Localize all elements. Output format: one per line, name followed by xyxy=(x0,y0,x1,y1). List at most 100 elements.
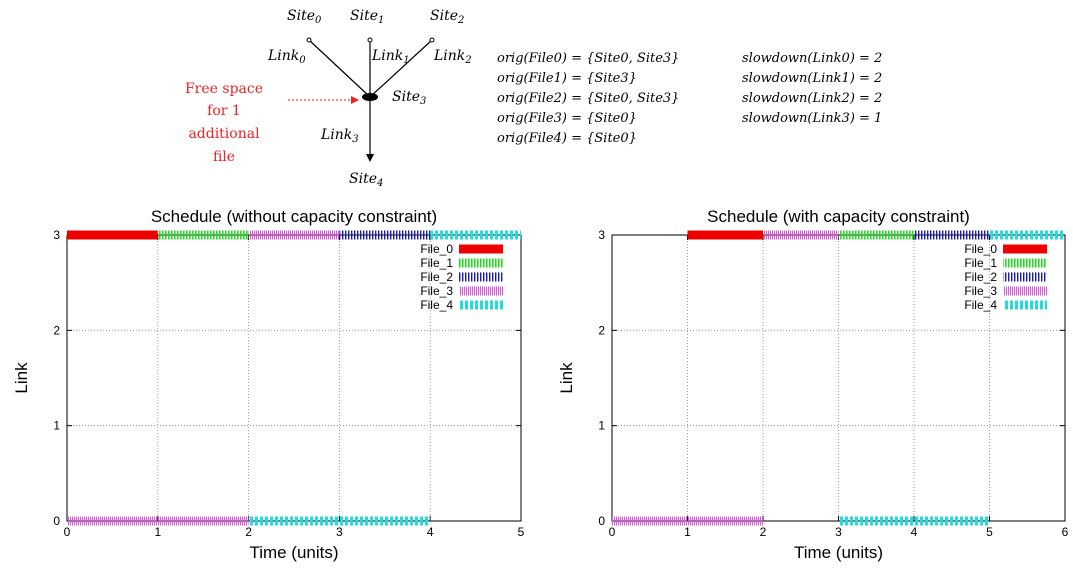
schedule-bar-file-4 xyxy=(430,230,521,240)
chart-without-capacity: 0 1 2 3 4 5 0 1 2 3 File_0File_1File_2File_3File_4… xyxy=(12,207,525,562)
x-tick-label: 4 xyxy=(427,525,434,539)
x-tick-label: 2 xyxy=(760,525,767,539)
y-tick-label: 2 xyxy=(53,323,60,337)
link-3-label: Link3 xyxy=(320,127,359,145)
schedule-bar-file-2 xyxy=(339,230,431,240)
site-3-subscript: 3 xyxy=(420,96,426,107)
link-2-edge xyxy=(369,39,433,98)
origin-equation-4: orig(File4) = {Site0} xyxy=(497,131,637,146)
slowdown-equation-1: slowdown(Link1) = 2 xyxy=(742,71,882,86)
legend-label: File_0 xyxy=(420,242,453,256)
schedule-bar-file-1 xyxy=(157,230,249,240)
legend-swatch-file-2 xyxy=(459,272,503,282)
site-1-label: Site1 xyxy=(350,8,384,26)
schedule-bar-file-3 xyxy=(612,516,763,526)
site-4-label: Site4 xyxy=(349,171,383,189)
x-axis-label: Time (units) xyxy=(794,543,883,562)
legend-label: File_3 xyxy=(964,284,997,298)
origin-equation-2: orig(File2) = {Site0, Site3} xyxy=(497,91,679,106)
slowdown-equation-2: slowdown(Link2) = 2 xyxy=(742,91,882,106)
y-tick-label: 0 xyxy=(598,514,605,528)
link-0-label: Link0 xyxy=(267,48,306,66)
legend-label: File_3 xyxy=(420,284,453,298)
legend-label: File_0 xyxy=(964,242,997,256)
site-3-node xyxy=(362,93,378,101)
legend-swatch-file-0 xyxy=(459,244,503,254)
link-1-label: Link1 xyxy=(371,48,410,66)
schedule-bar-file-2 xyxy=(914,230,990,240)
legend-label: File_1 xyxy=(420,256,453,270)
y-tick-label: 1 xyxy=(598,419,605,433)
slowdown-equation-0: slowdown(Link0) = 2 xyxy=(742,51,882,66)
site-1-name: Site xyxy=(350,8,378,24)
site-4-subscript: 4 xyxy=(376,178,383,189)
schedule-bar-file-0 xyxy=(687,230,763,240)
legend-swatch-file-0 xyxy=(1003,244,1047,254)
y-tick-label: 3 xyxy=(598,228,605,242)
schedule-bar-file-3 xyxy=(248,230,340,240)
legend-swatch-file-4 xyxy=(1003,300,1047,310)
legend-label: File_2 xyxy=(420,270,453,284)
link-2-subscript: 2 xyxy=(464,55,471,66)
schedule-bar-file-4 xyxy=(989,230,1065,240)
site-2-subscript: 2 xyxy=(457,15,464,26)
free-space-line-2: for 1 xyxy=(207,103,241,119)
topology-diagram: Site0 Site1 Site2 Site3 Site4 Link0 Link… xyxy=(185,8,472,189)
legend-swatch-file-4 xyxy=(459,300,503,310)
x-axis-label: Time (units) xyxy=(249,543,338,562)
slowdown-equation-3: slowdown(Link3) = 1 xyxy=(742,111,882,126)
free-space-note: Free space for 1 additional file xyxy=(185,81,263,165)
site-2-node xyxy=(429,37,435,43)
link-3-name: Link xyxy=(320,127,352,143)
link-2-name: Link xyxy=(433,48,465,64)
x-tick-label: 1 xyxy=(154,525,161,539)
y-tick-label: 2 xyxy=(598,323,605,337)
chart-with-capacity: 0 1 2 3 4 5 6 0 1 2 3 File_0File_1File_2File_3File_… xyxy=(557,207,1069,562)
x-tick-label: 5 xyxy=(986,525,993,539)
link-2-label: Link2 xyxy=(433,48,472,66)
site-0-node xyxy=(306,37,312,43)
legend-label: File_4 xyxy=(420,298,453,312)
legend-swatch-file-1 xyxy=(1003,258,1047,268)
site-1-node xyxy=(367,37,373,43)
x-tick-label: 0 xyxy=(609,525,616,539)
schedule-bar-file-0 xyxy=(67,230,158,240)
link-0-name: Link xyxy=(267,48,299,64)
legend-label: File_2 xyxy=(964,270,997,284)
x-tick-label: 2 xyxy=(245,525,252,539)
y-tick-label: 0 xyxy=(53,514,60,528)
x-tick-label: 5 xyxy=(518,525,525,539)
link-3-subscript: 3 xyxy=(352,134,358,145)
free-space-line-4: file xyxy=(213,149,235,165)
schedule-bar-file-4 xyxy=(838,516,990,526)
x-tick-label: 6 xyxy=(1062,525,1069,539)
site-1-subscript: 1 xyxy=(378,15,384,26)
x-tick-label: 0 xyxy=(64,525,71,539)
x-tick-label: 3 xyxy=(835,525,842,539)
schedule-bar-file-3 xyxy=(67,516,249,526)
schedule-bar-file-1 xyxy=(838,230,914,240)
y-tick-label: 3 xyxy=(53,228,60,242)
site-2-label: Site2 xyxy=(430,8,464,26)
origin-equation-0: orig(File0) = {Site0, Site3} xyxy=(497,51,679,66)
site-3-label: Site3 xyxy=(392,89,426,107)
origin-equation-3: orig(File3) = {Site0} xyxy=(497,111,637,126)
x-tick-label: 1 xyxy=(684,525,691,539)
legend-swatch-file-1 xyxy=(459,258,503,268)
link-1-subscript: 1 xyxy=(403,55,409,66)
chart-title: Schedule (without capacity constraint) xyxy=(151,207,437,226)
legend-label: File_1 xyxy=(964,256,997,270)
schedule-bar-file-3 xyxy=(763,230,839,240)
slowdown-equations: slowdown(Link0) = 2 slowdown(Link1) = 2 … xyxy=(742,51,882,126)
y-axis-label: Link xyxy=(12,362,31,394)
site-0-label: Site0 xyxy=(287,8,322,26)
legend-swatch-file-2 xyxy=(1003,272,1047,282)
link-1-name: Link xyxy=(371,48,403,64)
site-3-name: Site xyxy=(392,89,420,105)
chart-title: Schedule (with capacity constraint) xyxy=(707,207,970,226)
y-axis-label: Link xyxy=(557,362,576,394)
origin-equation-1: orig(File1) = {Site3} xyxy=(497,71,637,86)
free-space-line-3: additional xyxy=(188,126,260,142)
y-tick-label: 1 xyxy=(53,419,60,433)
